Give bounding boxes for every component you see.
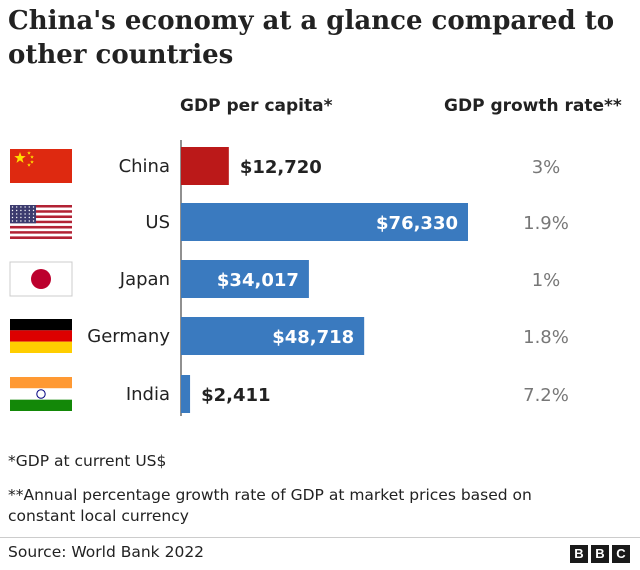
growth-rate-header: GDP growth rate**: [444, 96, 622, 116]
gdp-per-capita-header: GDP per capita*: [180, 96, 333, 116]
bbc-logo-letter: C: [612, 545, 630, 563]
category-label: India: [126, 384, 170, 405]
footnote-growth-line2: constant local currency: [8, 507, 189, 525]
china-flag-icon: [10, 149, 72, 183]
footer-divider: [0, 537, 640, 538]
category-label: Japan: [119, 269, 170, 290]
bar: [181, 147, 229, 185]
source-text: Source: World Bank 2022: [8, 543, 205, 561]
category-label: Germany: [87, 326, 170, 347]
growth-rate-label: 1%: [532, 270, 561, 291]
growth-rate-label: 1.8%: [523, 327, 569, 348]
bbc-logo: B B C: [570, 545, 630, 563]
value-label: $12,720: [240, 157, 322, 178]
value-label: $48,718: [272, 327, 354, 348]
chart-title: China's economy at a glance compared to …: [8, 6, 615, 70]
germany-flag-icon: [10, 319, 72, 353]
bar: [181, 375, 191, 413]
bbc-logo-letter: B: [591, 545, 609, 563]
value-label: $76,330: [376, 213, 458, 234]
growth-rate-label: 3%: [532, 157, 561, 178]
india-flag-icon: [10, 377, 72, 411]
bar: [181, 203, 468, 241]
us-flag-icon: [10, 205, 72, 239]
bar: [181, 317, 365, 355]
category-label: China: [119, 156, 170, 177]
value-label: $2,411: [201, 385, 270, 406]
bbc-logo-letter: B: [570, 545, 588, 563]
bar-chart: China $12,720 3% US $76,330 1.9% Japan $34,017 1…: [9, 140, 569, 416]
footnote-growth-line1: **Annual percentage growth rate of GDP a…: [8, 486, 532, 504]
category-label: US: [145, 212, 170, 233]
growth-rate-label: 1.9%: [523, 213, 569, 234]
footnote-gdp: *GDP at current US$: [8, 452, 167, 470]
growth-rate-label: 7.2%: [523, 385, 569, 406]
japan-flag-icon: [9, 261, 73, 297]
bar: [181, 260, 309, 298]
value-label: $34,017: [217, 270, 299, 291]
